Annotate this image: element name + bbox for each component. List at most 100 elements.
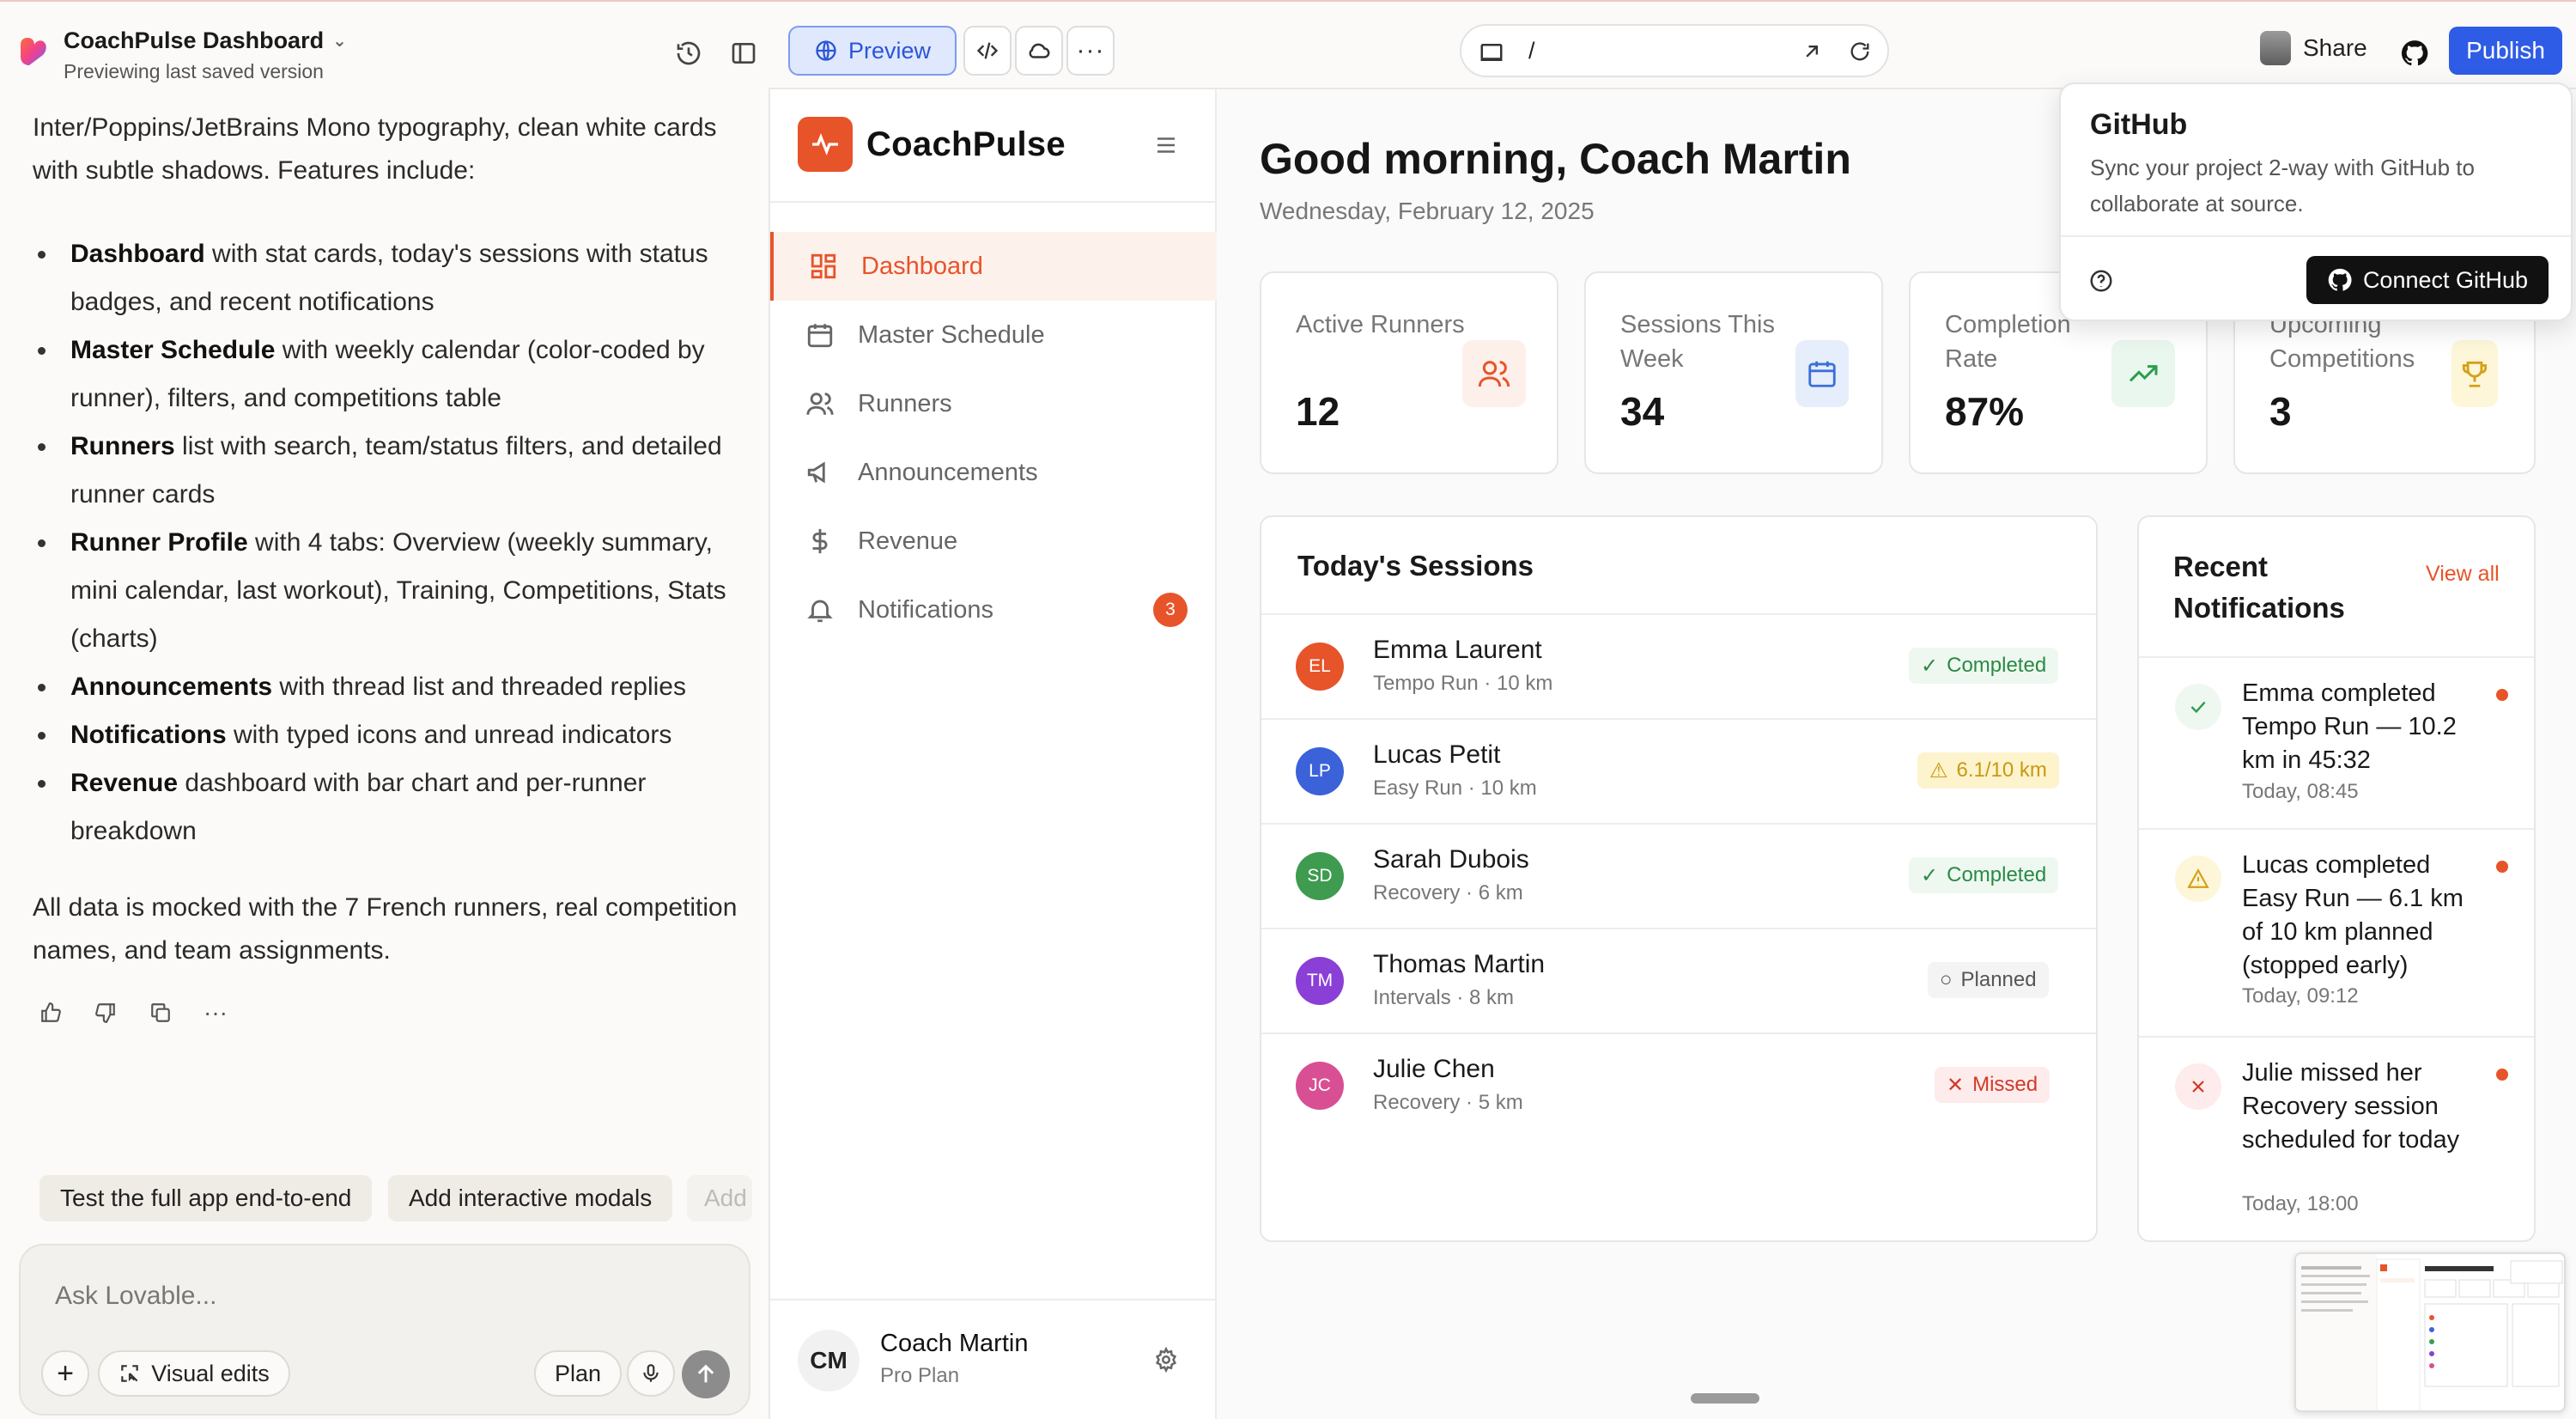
visual-edits-button[interactable]: Visual edits: [98, 1350, 290, 1397]
preview-button[interactable]: Preview: [788, 26, 957, 76]
divider: [770, 1299, 1217, 1300]
card-title: Today's Sessions: [1297, 550, 1534, 582]
history-icon[interactable]: [665, 29, 713, 77]
list-item[interactable]: Julie missed her Recovery session schedu…: [2139, 1036, 2534, 1240]
chat-input[interactable]: Ask Lovable...: [55, 1282, 217, 1310]
runner-name: Julie Chen: [1373, 1055, 1495, 1083]
stat-label: Sessions This Week: [1620, 311, 1775, 373]
bell-icon: [805, 594, 835, 625]
feature-title: Announcements: [70, 673, 273, 701]
runner-name: Sarah Dubois: [1373, 845, 1529, 874]
more-button[interactable]: ···: [1066, 26, 1115, 76]
connect-github-button[interactable]: Connect GitHub: [2306, 256, 2549, 304]
gear-icon[interactable]: [1153, 1347, 1179, 1373]
x-icon: [2175, 1063, 2221, 1110]
share-label: Share: [2303, 34, 2367, 61]
table-row[interactable]: EL Emma Laurent Tempo Run · 10 km ✓ Compl…: [1261, 613, 2096, 718]
copy-icon[interactable]: [148, 1000, 173, 1026]
avatar: [2260, 31, 2291, 65]
menu-icon[interactable]: [1153, 132, 1179, 158]
nav-label: Announcements: [858, 458, 1038, 486]
chat-panel: Inter/Poppins/JetBrains Mono typography,…: [0, 88, 769, 1419]
project-subtitle: Previewing last saved version: [64, 60, 324, 82]
suggestion-chip[interactable]: Add interactive modals: [388, 1175, 673, 1221]
user-plan: Pro Plan: [880, 1364, 960, 1387]
warning-icon: ⚠: [1929, 758, 1948, 783]
list-item: Notifications with typed icons and unrea…: [33, 711, 745, 759]
status-badge: ○ Planned: [1928, 962, 2049, 998]
device-icon[interactable]: [1479, 40, 1504, 65]
nav-item-notifications[interactable]: Notifications 3: [770, 576, 1217, 644]
suggestion-chip[interactable]: Test the full app end-to-end: [39, 1175, 373, 1221]
avatar[interactable]: CM: [798, 1330, 860, 1392]
avatar: LP: [1296, 747, 1344, 795]
notification-count-badge: 3: [1153, 593, 1188, 627]
github-icon[interactable]: [2391, 29, 2439, 77]
status-badge: ✓ Completed: [1909, 648, 2059, 684]
help-icon[interactable]: [2088, 268, 2114, 294]
stat-value: 87%: [1945, 389, 2025, 434]
feature-desc: with stat cards, today's sessions with s…: [70, 240, 708, 316]
stat-label: Completion Rate: [1945, 311, 2071, 373]
horizontal-scrollbar[interactable]: [1691, 1393, 1759, 1404]
preview-minimap[interactable]: [2294, 1252, 2566, 1412]
thumbs-up-icon[interactable]: [38, 1000, 64, 1026]
microphone-button[interactable]: [627, 1350, 675, 1397]
code-button[interactable]: [963, 26, 1012, 76]
divider: [2061, 235, 2571, 237]
popover-title: GitHub: [2090, 108, 2188, 141]
url-bar[interactable]: /: [1460, 24, 1889, 77]
table-row[interactable]: SD Sarah Dubois Recovery · 6 km ✓ Complet…: [1261, 823, 2096, 928]
project-title[interactable]: CoachPulse Dashboard ⌄: [64, 27, 347, 54]
send-button[interactable]: [682, 1350, 730, 1398]
list-item: Master Schedule with weekly calendar (co…: [33, 326, 745, 423]
suggestion-chip[interactable]: Add: [687, 1175, 752, 1221]
nav-item-dashboard[interactable]: Dashboard: [770, 232, 1217, 301]
more-icon[interactable]: ···: [204, 999, 228, 1026]
nav-item-revenue[interactable]: Revenue: [770, 507, 1217, 576]
publish-button[interactable]: Publish: [2449, 27, 2562, 75]
circle-icon: ○: [1940, 968, 1953, 991]
feature-title: Notifications: [70, 721, 227, 749]
refresh-icon[interactable]: [1848, 40, 1872, 64]
connect-github-label: Connect GitHub: [2362, 266, 2529, 293]
unread-dot: [2496, 861, 2508, 873]
table-row[interactable]: TM Thomas Martin Intervals · 8 km ○ Plann…: [1261, 928, 2096, 1032]
open-external-icon[interactable]: [1800, 40, 1824, 64]
plan-button[interactable]: Plan: [534, 1350, 622, 1397]
feature-title: Master Schedule: [70, 336, 276, 364]
chat-intro: Inter/Poppins/JetBrains Mono typography,…: [33, 113, 717, 185]
runner-name: Thomas Martin: [1373, 950, 1546, 978]
sidebar-toggle-icon[interactable]: [720, 29, 768, 77]
plus-icon: +: [57, 1357, 74, 1390]
view-all-link[interactable]: View all: [2426, 562, 2500, 586]
list-item[interactable]: Lucas completed Easy Run — 6.1 km of 10 …: [2139, 828, 2534, 1036]
megaphone-icon: [805, 457, 835, 488]
feature-title: Dashboard: [70, 240, 205, 268]
top-bar: CoachPulse Dashboard ⌄ Previewing last s…: [0, 9, 2576, 88]
stat-card-active-runners: Active Runners 12: [1260, 271, 1558, 474]
list-item[interactable]: Emma completed Tempo Run — 10.2 km in 45…: [2139, 656, 2534, 828]
table-row[interactable]: JC Julie Chen Recovery · 5 km ✕ Missed: [1261, 1032, 2096, 1137]
divider: [770, 201, 1217, 203]
share-button[interactable]: Share: [2260, 31, 2367, 65]
nav-item-runners[interactable]: Runners: [770, 369, 1217, 438]
microphone-icon: [643, 1364, 659, 1382]
add-button[interactable]: +: [41, 1350, 89, 1397]
table-row[interactable]: LP Lucas Petit Easy Run · 10 km ⚠ 6.1/10 …: [1261, 718, 2096, 823]
nav-item-master-schedule[interactable]: Master Schedule: [770, 301, 1217, 369]
globe-icon: [816, 40, 836, 61]
thumbs-down-icon[interactable]: [93, 1000, 118, 1026]
status-label: Planned: [1960, 968, 2037, 991]
avatar: TM: [1296, 957, 1344, 1005]
page-date: Wednesday, February 12, 2025: [1260, 198, 1595, 224]
calendar-icon: [1795, 340, 1849, 407]
notification-time: Today, 08:45: [2242, 780, 2359, 803]
lovable-logo[interactable]: [19, 36, 50, 67]
nav-item-announcements[interactable]: Announcements: [770, 438, 1217, 507]
feature-title: Runners: [70, 432, 175, 460]
warning-icon: [2175, 856, 2221, 902]
cloud-button[interactable]: [1015, 26, 1063, 76]
url-path[interactable]: /: [1528, 38, 1535, 64]
chat-outro: All data is mocked with the 7 French run…: [33, 893, 738, 965]
